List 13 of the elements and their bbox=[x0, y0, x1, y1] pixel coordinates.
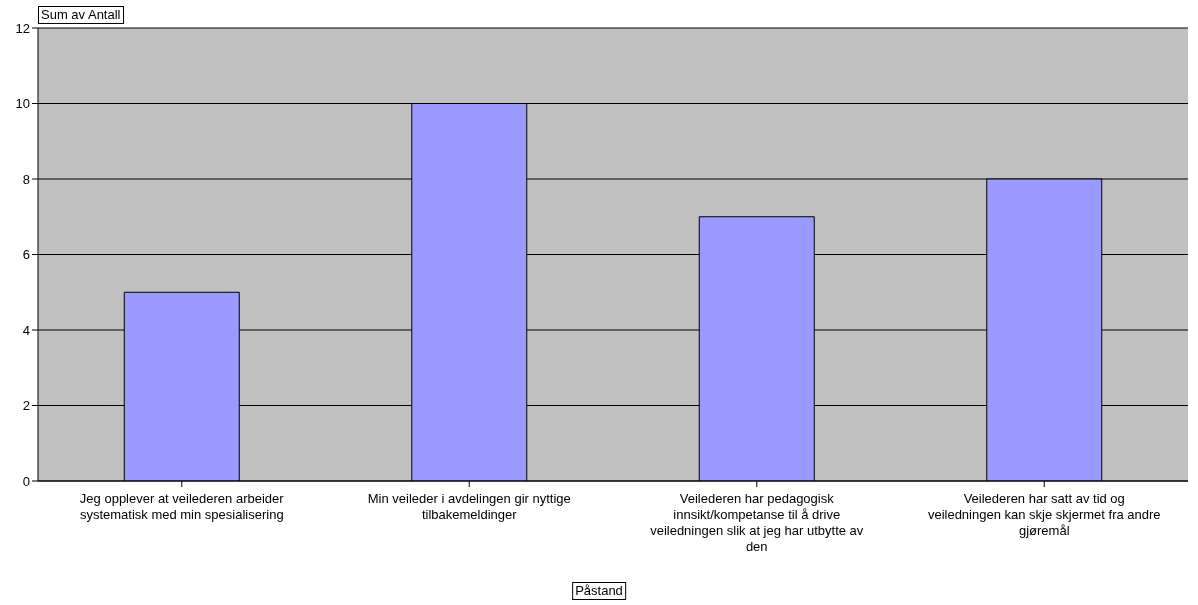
y-tick-label: 2 bbox=[22, 398, 30, 414]
x-tick-label: Veilederen har satt av tid og veiledningen kan skje skjermet fra andre gjøremål bbox=[927, 491, 1161, 538]
x-tick-label: Min veileder i avdelingen gir nyttige tilbakemeldinger bbox=[367, 491, 571, 522]
x-axis-title: Påstand bbox=[572, 582, 626, 600]
x-tick-label: Jeg opplever at veilederen arbeider systematisk med min spesialisering bbox=[79, 491, 285, 522]
y-axis-title: Sum av Antall bbox=[38, 6, 124, 24]
y-tick-label: 12 bbox=[15, 20, 30, 36]
y-tick-label: 8 bbox=[22, 171, 30, 187]
y-tick-label: 6 bbox=[22, 247, 30, 263]
x-tick-label: Veilederen har pedagogisk innsikt/kompetanse til å drive veiledningen slik at jeg har utbytte av den bbox=[650, 491, 864, 554]
y-tick-label: 4 bbox=[22, 322, 30, 338]
y-tick-label: 10 bbox=[15, 96, 30, 112]
y-tick-label: 0 bbox=[22, 473, 30, 489]
